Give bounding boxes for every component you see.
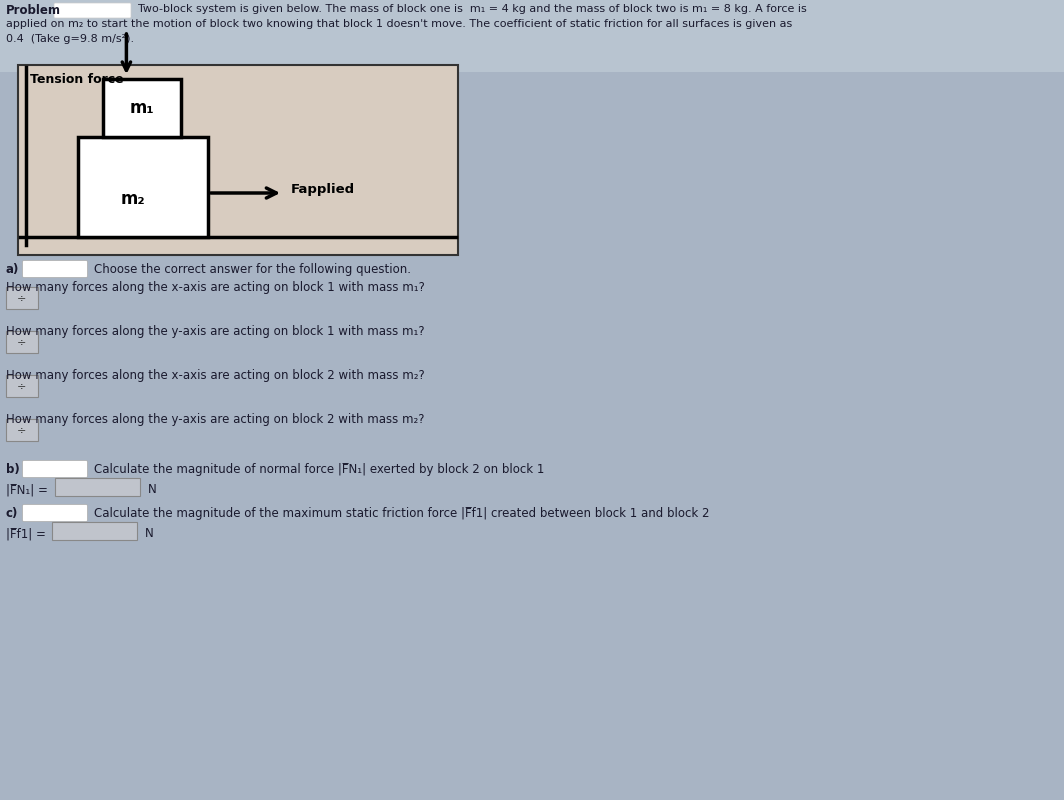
Bar [18,65,458,255]
Text: N: N [148,483,156,496]
Bar [6,287,38,309]
Text: Choose the correct answer for the following question.: Choose the correct answer for the follow… [94,263,411,276]
Text: N: N [145,527,154,540]
Text: m₂: m₂ [120,190,145,208]
Text: How many forces along the x-axis are acting on block 2 with mass m₂?: How many forces along the x-axis are act… [6,369,425,382]
Text: ÷: ÷ [17,293,27,303]
Text: |F̅N₁| =: |F̅N₁| = [6,483,48,496]
Text: |F̅f1| =: |F̅f1| = [6,527,46,540]
Text: ÷: ÷ [17,337,27,347]
Text: 0.4  (Take g=9.8 m/s²).: 0.4 (Take g=9.8 m/s²). [6,34,134,44]
Text: ÷: ÷ [17,425,27,435]
FancyBboxPatch shape [54,3,131,18]
Text: Fapplied: Fapplied [290,182,355,195]
Text: Two-block system is given below. The mass of block one is  m₁ = 4 kg and the mas: Two-block system is given below. The mas… [138,4,807,14]
FancyBboxPatch shape [22,261,87,278]
FancyBboxPatch shape [22,461,87,478]
Bar [6,375,38,397]
Bar [55,478,140,496]
Text: b): b) [6,463,20,476]
Text: Calculate the magnitude of the maximum static friction force |F̅f1| created betw: Calculate the magnitude of the maximum s… [94,507,710,520]
Text: Calculate the magnitude of normal force |F̅N₁| exerted by block 2 on block 1: Calculate the magnitude of normal force … [94,463,545,476]
Text: m₁: m₁ [130,99,154,117]
FancyBboxPatch shape [22,505,87,522]
Text: ÷: ÷ [17,381,27,391]
Text: c): c) [6,507,18,520]
Text: Problem: Problem [6,4,61,17]
Text: Tension force: Tension force [30,73,123,86]
Text: How many forces along the x-axis are acting on block 1 with mass m₁?: How many forces along the x-axis are act… [6,281,425,294]
Bar [52,522,137,540]
Bar [6,419,38,441]
Text: a): a) [6,263,19,276]
Text: How many forces along the y-axis are acting on block 1 with mass m₁?: How many forces along the y-axis are act… [6,325,425,338]
Text: How many forces along the y-axis are acting on block 2 with mass m₂?: How many forces along the y-axis are act… [6,413,425,426]
Bar [6,331,38,353]
Bar [78,137,207,237]
Text: applied on m₂ to start the motion of block two knowing that block 1 doesn't move: applied on m₂ to start the motion of blo… [6,19,793,29]
Bar [103,79,181,137]
Bar [0,0,1064,72]
